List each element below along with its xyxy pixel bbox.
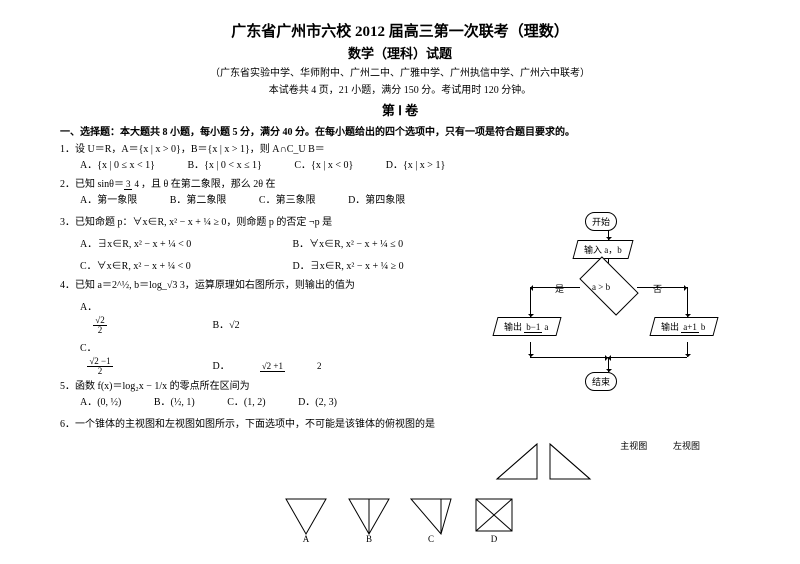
q1-opt-c: C．{x | x < 0} xyxy=(294,158,353,174)
question-4: 4．已知 a＝2^½, b＝log_√3 3，运算原理如右图所示，则输出的值为 … xyxy=(60,278,480,376)
svg-text:C: C xyxy=(428,534,434,544)
q1-opt-d: D．{x | x > 1} xyxy=(386,158,445,174)
q4-opt-a: A．√22 xyxy=(80,300,180,335)
question-3: 3．已知命题 p：∀x∈R, x² − x + ¼ ≥ 0，则命题 p 的否定 … xyxy=(60,215,480,275)
opt-a-shape: A xyxy=(276,494,336,544)
q2-text2: ，且 θ 在第二象限，那么 2θ 在 xyxy=(141,179,276,190)
q4-text: 4．已知 a＝2^½, b＝log_√3 3，运算原理如右图所示，则输出的值为 xyxy=(60,280,355,291)
q3-opt-b: B．∀x∈R, x² − x + ¼ ≤ 0 xyxy=(293,237,404,253)
q1-opt-b: B．{x | 0 < x ≤ 1} xyxy=(187,158,261,174)
q5-opt-a: A．(0, ½) xyxy=(80,395,121,411)
svg-text:B: B xyxy=(366,534,372,544)
main-view-icon xyxy=(492,439,542,484)
opt-c-shape: C xyxy=(401,494,461,544)
question-5: 5．函数 f(x)＝log₂x − 1/x 的零点所在区间为 A．(0, ½) … xyxy=(60,379,480,411)
flow-end: 结束 xyxy=(585,372,617,391)
q4-opt-d: D．√2 +12 xyxy=(213,359,384,375)
left-view-label: 左视图 xyxy=(650,439,700,452)
flowchart: 开始 输入 a，b a > b 是 否 输出 b−1a 输出 a+1b 结束 xyxy=(480,212,740,412)
q3-opt-c: C．∀x∈R, x² − x + ¼ < 0 xyxy=(80,259,260,275)
flow-start: 开始 xyxy=(585,212,617,231)
question-6: 6．一个锥体的主视图和左视图如图所示，下面选项中，不可能是该锥体的俯视图的是 xyxy=(60,417,740,433)
q2-opt-d: D．第四象限 xyxy=(348,193,405,209)
q2-opt-c: C．第三象限 xyxy=(259,193,316,209)
q4-opt-b: B．√2 xyxy=(213,318,240,334)
exam-subtitle: 数学（理科）试题 xyxy=(60,43,740,62)
svg-text:D: D xyxy=(491,534,498,544)
q3-opt-a: A．∃x∈R, x² − x + ¼ < 0 xyxy=(80,237,260,253)
q5-opt-b: B．(½, 1) xyxy=(154,395,195,411)
view-diagrams: 主视图 左视图 A B C D xyxy=(60,439,740,544)
flow-out2: 输出 a+1b xyxy=(649,317,718,336)
exam-title: 广东省广州市六校 2012 届高三第一次联考（理数） xyxy=(60,20,740,41)
question-1: 1．设 U＝R，A＝{x | x > 0}，B＝{x | x > 1}，则 A∩… xyxy=(60,142,740,174)
q6-text: 6．一个锥体的主视图和左视图如图所示，下面选项中，不可能是该锥体的俯视图的是 xyxy=(60,419,435,430)
exam-info: 本试卷共 4 页，21 小题，满分 150 分。考试用时 120 分钟。 xyxy=(60,81,740,96)
q2-opt-b: B．第二象限 xyxy=(170,193,227,209)
flow-input: 输入 a，b xyxy=(572,240,633,259)
q2-text: 2．已知 sinθ＝ xyxy=(60,179,124,190)
question-2: 2．已知 sinθ＝34，且 θ 在第二象限，那么 2θ 在 A．第一象限 B．… xyxy=(60,177,740,209)
q4-opt-c: C．√2 −12 xyxy=(80,341,180,376)
q1-opt-a: A．{x | 0 ≤ x < 1} xyxy=(80,158,155,174)
q5-text: 5．函数 f(x)＝log₂x − 1/x 的零点所在区间为 xyxy=(60,381,250,392)
flow-out1: 输出 b−1a xyxy=(492,317,561,336)
opt-b-shape: B xyxy=(339,494,399,544)
q5-opt-d: D．(2, 3) xyxy=(298,395,337,411)
opt-d-shape: D xyxy=(464,494,524,544)
q2-opt-a: A．第一象限 xyxy=(80,193,137,209)
q3-text: 3．已知命题 p：∀x∈R, x² − x + ¼ ≥ 0，则命题 p 的否定 … xyxy=(60,217,332,228)
section1-heading: 一、选择题：本大题共 8 小题，每小题 5 分，满分 40 分。在每小题给出的四… xyxy=(60,123,740,138)
q1-text: 1．设 U＝R，A＝{x | x > 0}，B＝{x | x > 1}，则 A∩… xyxy=(60,144,325,155)
flow-no: 否 xyxy=(653,282,662,295)
flow-yes: 是 xyxy=(555,282,564,295)
section-part1: 第 Ⅰ 卷 xyxy=(60,100,740,119)
main-view-label: 主视图 xyxy=(597,439,647,452)
q3-opt-d: D．∃x∈R, x² − x + ¼ ≥ 0 xyxy=(293,259,404,275)
flow-cond: a > b xyxy=(592,282,610,292)
q5-opt-c: C．(1, 2) xyxy=(227,395,265,411)
svg-text:A: A xyxy=(303,534,310,544)
schools-list: （广东省实验中学、华师附中、广州二中、广雅中学、广州执信中学、广州六中联考） xyxy=(60,64,740,79)
left-view-icon xyxy=(545,439,595,484)
